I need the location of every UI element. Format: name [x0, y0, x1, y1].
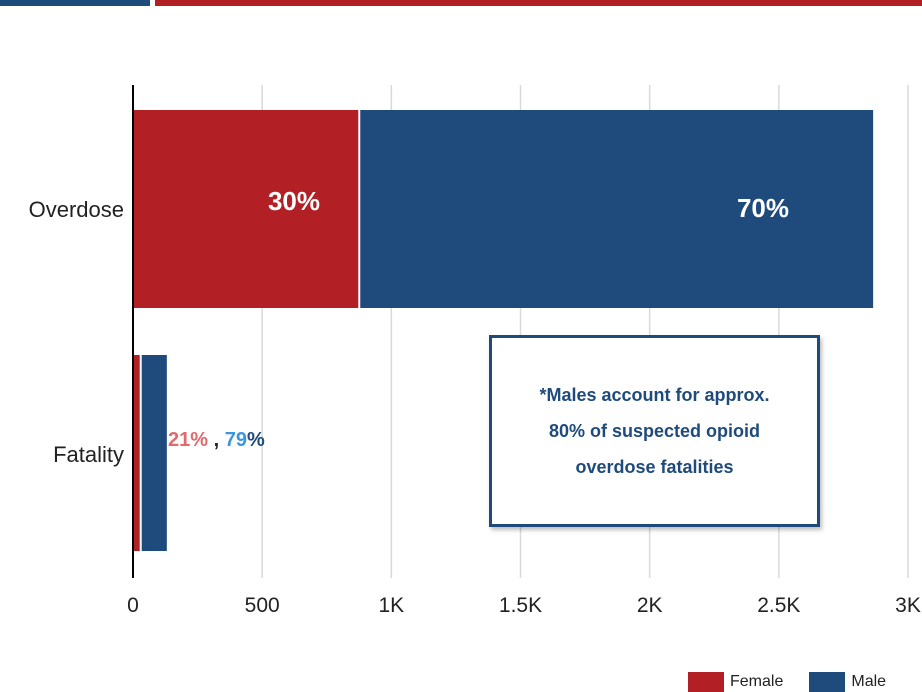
annotation-line-3: overdose fatalities — [575, 457, 734, 477]
legend-swatch-female — [688, 672, 724, 692]
bar-fatality-male — [141, 355, 167, 551]
x-tick-label-0: 0 — [127, 594, 139, 617]
legend-swatch-male — [809, 672, 846, 692]
x-tick-label-6: 3K — [895, 594, 921, 617]
x-tick-label-1: 500 — [245, 594, 280, 617]
bar-overdose-male — [360, 110, 874, 308]
fatality-male-percent: 79 — [225, 429, 247, 451]
legend-label-male: Male — [851, 673, 887, 690]
fatality-male-suffix: % — [247, 429, 265, 451]
x-tick-label-3: 1.5K — [499, 594, 542, 617]
fatality-percent-label: 21% , 79% — [168, 429, 265, 451]
top-accent-bar-blue — [0, 0, 150, 6]
legend-label-female: Female — [730, 673, 784, 690]
annotation-line-1: *Males account for approx. — [539, 385, 770, 405]
annotation-line-2: 80% of suspected opioid — [548, 421, 761, 441]
top-accent-bar-red — [155, 0, 922, 6]
x-tick-label-5: 2.5K — [757, 594, 800, 617]
chart-legend: Female Male — [688, 672, 886, 692]
bar-fatality-female — [133, 355, 140, 551]
category-label-fatality: Fatality — [53, 442, 124, 467]
annotation-callout-box: *Males account for approx. 80% of suspec… — [489, 335, 820, 527]
fatality-female-percent: 21% — [168, 429, 208, 451]
bar-label-overdose-female: 30% — [268, 186, 320, 216]
legend-item-female: Female — [688, 672, 783, 692]
bar-label-overdose-male: 70% — [737, 193, 789, 223]
legend-item-male: Male — [809, 672, 886, 692]
fatality-separator: , — [214, 429, 220, 451]
bar-overdose-female — [133, 110, 359, 308]
x-tick-labels: 0 500 1K 1.5K 2K 2.5K 3K — [127, 594, 921, 617]
bar-layer — [133, 110, 874, 551]
x-tick-label-4: 2K — [637, 594, 663, 617]
category-label-overdose: Overdose — [29, 197, 124, 222]
x-tick-label-2: 1K — [378, 594, 404, 617]
